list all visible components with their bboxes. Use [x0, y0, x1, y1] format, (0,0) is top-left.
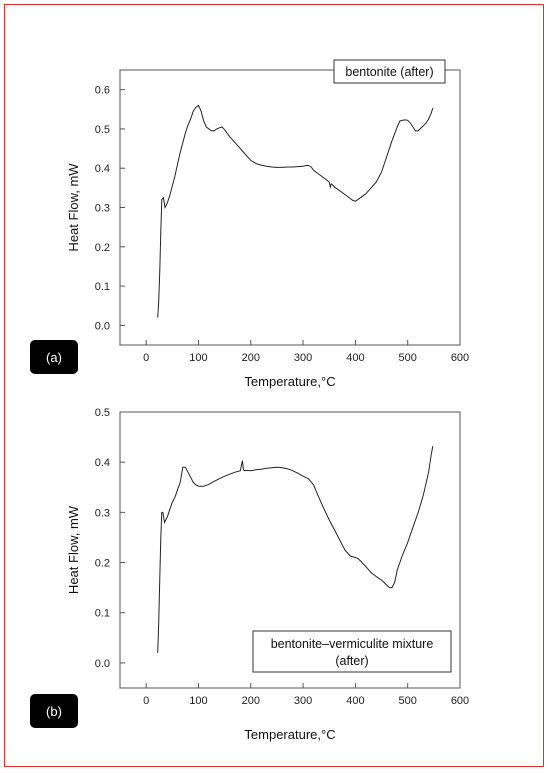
x-tick-label-b-4: 400: [346, 695, 364, 707]
y-tick-label-a-1: 0.1: [95, 281, 110, 293]
y-tick-label-a-0: 0.0: [95, 320, 110, 332]
y-ticks-b: 0.0 0.1 0.2 0.3 0.4 0.5: [95, 407, 125, 670]
x-tick-label-b-3: 300: [294, 695, 312, 707]
y-tick-label-b-0: 0.0: [95, 658, 110, 670]
x-tick-label-a-5: 500: [399, 352, 417, 364]
x-tick-label-a-3: 300: [294, 352, 312, 364]
y-tick-label-b-2: 0.2: [95, 558, 110, 570]
x-tick-label-b-0: 0: [143, 695, 149, 707]
panel-label-bg-b: [30, 694, 78, 728]
y-axis-label-b: Heat Flow, mW: [66, 505, 81, 594]
legend-text-a: bentonite (after): [345, 65, 433, 79]
x-tick-label-b-6: 600: [451, 695, 469, 707]
x-tick-label-a-2: 200: [242, 352, 260, 364]
x-tick-label-b-1: 100: [189, 695, 207, 707]
y-tick-label-b-3: 0.3: [95, 507, 110, 519]
y-tick-label-b-4: 0.4: [95, 457, 110, 469]
legend-box-b: [252, 630, 452, 673]
y-tick-label-a-5: 0.5: [95, 124, 110, 136]
y-tick-label-b-1: 0.1: [95, 608, 110, 620]
panel-label-a: (a): [46, 350, 62, 365]
legend-text-b-line2: (after): [335, 654, 368, 668]
series-line-a: [157, 104, 434, 318]
chart-panel-b: 0.0 0.1 0.2 0.3 0.4 0.5 0 100 200 300 400 500 600 b…: [30, 407, 469, 742]
x-tick-label-a-0: 0: [143, 352, 149, 364]
chart-panel-a: 0.0 0.1 0.2 0.3 0.4 0.5 0.6 0 100 200 300 400 500 60…: [30, 59, 469, 389]
y-axis-label-a: Heat Flow, mW: [66, 163, 81, 252]
y-ticks-a: 0.0 0.1 0.2 0.3 0.4 0.5 0.6: [95, 85, 125, 332]
x-tick-label-a-6: 600: [451, 352, 469, 364]
legend-box-a: [333, 59, 446, 84]
panel-label-b: (b): [46, 704, 62, 719]
x-tick-label-a-1: 100: [189, 352, 207, 364]
plot-frame-b: [119, 411, 461, 689]
y-tick-label-a-4: 0.4: [95, 163, 110, 175]
y-tick-label-b-5: 0.5: [95, 407, 110, 419]
legend-text-b-line1: bentonite–vermiculite mixture: [271, 637, 434, 651]
y-tick-label-a-3: 0.3: [95, 203, 110, 215]
x-axis-label-a: Temperature,°C: [244, 374, 335, 389]
x-tick-label-a-4: 400: [346, 352, 364, 364]
x-ticks-a: 0 100 200 300 400 500 600: [143, 340, 469, 364]
x-ticks-b: 0 100 200 300 400 500 600: [143, 683, 469, 707]
panel-label-bg-a: [30, 340, 78, 374]
series-line-b: [157, 446, 434, 653]
y-tick-label-a-6: 0.6: [95, 85, 110, 97]
x-axis-label-b: Temperature,°C: [244, 727, 335, 742]
plot-frame-a: [119, 69, 461, 346]
y-tick-label-a-2: 0.2: [95, 242, 110, 254]
x-tick-label-b-5: 500: [399, 695, 417, 707]
x-tick-label-b-2: 200: [242, 695, 260, 707]
